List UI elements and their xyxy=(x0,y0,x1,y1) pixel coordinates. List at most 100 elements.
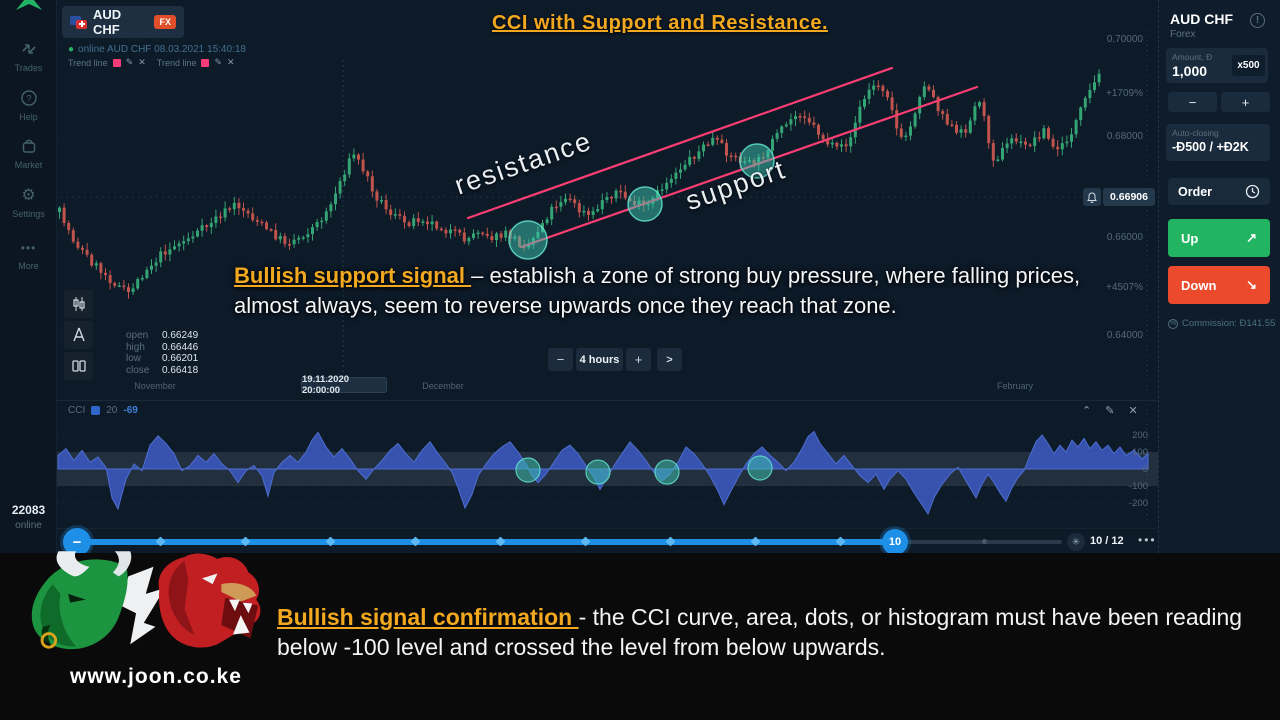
help-icon: ? xyxy=(0,89,57,109)
order-asset-type: Forex xyxy=(1170,29,1196,40)
timeline-month: February xyxy=(996,381,1033,391)
collapse-chevron-icon[interactable]: ⌃ xyxy=(1082,405,1092,417)
info-icon[interactable]: ! xyxy=(1250,13,1265,28)
close-icon[interactable]: ✕ xyxy=(227,57,235,67)
cci-indicator-chart[interactable] xyxy=(57,402,1158,526)
slider-pager: 10 / 12 xyxy=(1090,535,1124,547)
arrow-up-right-icon: ↗ xyxy=(1246,230,1257,245)
cci-separator xyxy=(57,400,1158,401)
trades-icon xyxy=(0,40,57,60)
timeframe-minus-button[interactable]: − xyxy=(548,348,573,371)
split-view-icon xyxy=(71,360,86,372)
low-value: 0.66201 xyxy=(162,353,199,364)
amount-decrease-button[interactable]: − xyxy=(1168,92,1217,112)
online-count-label: online xyxy=(15,520,42,531)
auto-closing-label: Auto-closing xyxy=(1172,128,1219,138)
trend-color-swatch[interactable] xyxy=(201,58,210,67)
page-title: CCI with Support and Resistance. xyxy=(491,12,829,34)
timeline-month: November xyxy=(134,381,176,391)
cci-period: 20 xyxy=(106,405,118,416)
alert-bell-icon[interactable] xyxy=(1083,188,1101,206)
auto-closing-field[interactable]: Auto-closing -Đ500 / +Đ2K xyxy=(1166,124,1270,161)
up-button-label: Up xyxy=(1181,230,1199,246)
sidebar-item-help[interactable]: ? Help xyxy=(0,89,57,122)
snowflake-icon[interactable]: ✳ xyxy=(1067,533,1085,551)
pair-tab[interactable]: AUD CHF FX xyxy=(62,6,184,38)
arrow-down-right-icon: ↘ xyxy=(1246,277,1257,292)
chart-status: ● online AUD CHF 08.03.2021 15:40:18 xyxy=(68,44,246,55)
history-slider-track[interactable] xyxy=(70,539,896,545)
cci-name: CCI xyxy=(68,405,86,416)
current-price-badge[interactable]: 0.66906 xyxy=(1083,188,1155,206)
close-value: 0.66418 xyxy=(162,364,199,376)
cci-current-value: -69 xyxy=(123,405,138,416)
scroll-forward-button[interactable]: > xyxy=(657,348,682,371)
website-url: www.joon.co.ke xyxy=(70,665,242,688)
layout-button[interactable] xyxy=(64,352,93,380)
amount-increase-button[interactable]: + xyxy=(1221,92,1270,112)
down-button-label: Down xyxy=(1181,277,1217,293)
cci-scale-tick: 0 xyxy=(1142,464,1148,475)
price-tick: 0.66000 xyxy=(1106,232,1143,243)
history-slider-track-remaining[interactable] xyxy=(895,540,1062,544)
cci-header: CCI 20 -69 xyxy=(68,405,138,416)
drawing-tools-button[interactable] xyxy=(64,321,93,349)
selected-date-badge: 19.11.2020 20:00:00 xyxy=(301,374,387,396)
high-value: 0.66446 xyxy=(162,341,199,353)
sidebar-item-more[interactable]: ••• More xyxy=(0,238,57,271)
footer-heading: Bullish signal confirmation xyxy=(277,604,579,630)
price-tick: 0.68000 xyxy=(1106,131,1143,142)
open-value: 0.66249 xyxy=(162,330,199,341)
lesson-overlay-text: Bullish support signal – establish a zon… xyxy=(234,261,1124,321)
order-button[interactable]: Order xyxy=(1168,178,1270,205)
bull-bear-logo xyxy=(31,551,261,650)
cci-scale-tick: -200 xyxy=(1128,498,1148,509)
cci-scale-tick: -100 xyxy=(1128,481,1148,492)
price-tick: 0.70000 xyxy=(1106,34,1143,45)
sidebar-item-label: Settings xyxy=(12,209,45,219)
edit-pencil-icon[interactable]: ✎ xyxy=(1105,405,1115,417)
more-dots-icon: ••• xyxy=(20,241,37,255)
trend-color-swatch[interactable] xyxy=(112,58,121,67)
timeframe-value[interactable]: 4 hours xyxy=(576,348,623,371)
edit-pencil-icon[interactable]: ✎ xyxy=(125,57,134,67)
aud-chf-flag-icon xyxy=(70,15,87,29)
multiplier-chip[interactable]: x500 xyxy=(1232,55,1265,76)
trend-chip-label: Trend line xyxy=(156,57,197,68)
slider-handle[interactable]: 10 xyxy=(882,529,908,555)
down-button[interactable]: Down ↘ xyxy=(1168,266,1270,304)
close-icon[interactable]: ✕ xyxy=(138,57,146,67)
edit-pencil-icon[interactable]: ✎ xyxy=(214,57,223,67)
chart-type-button[interactable] xyxy=(64,290,93,318)
profit-tick: +1709% xyxy=(1106,88,1143,99)
slider-more-button[interactable]: ••• xyxy=(1138,533,1157,547)
sidebar: Trades ? Help Market ⚙ Settings xyxy=(0,0,57,553)
platform-logo-icon[interactable] xyxy=(14,0,44,12)
profit-tick: +4507% xyxy=(1106,282,1143,293)
auto-closing-value: -Đ500 / +Đ2K xyxy=(1172,140,1249,154)
online-count: 22083 xyxy=(11,503,46,517)
cci-scale-tick: 100 xyxy=(1132,447,1148,458)
percent-icon: % xyxy=(1168,318,1178,329)
overlay-heading: Bullish support signal xyxy=(234,263,472,288)
cci-controls: ⌃ ✎ ✕ xyxy=(1082,404,1138,417)
price-chart[interactable] xyxy=(57,24,1158,400)
up-button[interactable]: Up ↗ xyxy=(1168,219,1270,257)
commission-note: % Commission: Đ141.55 xyxy=(1168,318,1276,329)
close-icon[interactable]: ✕ xyxy=(1128,405,1138,417)
sidebar-item-label: Market xyxy=(14,160,43,170)
cci-color-swatch[interactable] xyxy=(91,406,101,415)
sidebar-item-settings[interactable]: ⚙ Settings xyxy=(0,186,57,219)
order-button-label: Order xyxy=(1178,184,1213,199)
candles-icon xyxy=(72,297,85,311)
ohlc-legend: open 0.66249 high 0.66446 low 0.66201 close… xyxy=(126,330,199,376)
timeframe-plus-button[interactable]: + xyxy=(626,348,651,371)
sidebar-item-label: More xyxy=(18,261,39,271)
amount-value: 1,000 xyxy=(1172,63,1208,79)
slider-marker-dot xyxy=(982,539,987,544)
sidebar-item-trades[interactable]: Trades xyxy=(0,40,57,73)
online-dot-icon: ● xyxy=(68,44,75,55)
order-asset-name: AUD CHF xyxy=(1170,11,1233,27)
svg-text:?: ? xyxy=(26,94,31,104)
sidebar-item-market[interactable]: Market xyxy=(0,137,57,170)
